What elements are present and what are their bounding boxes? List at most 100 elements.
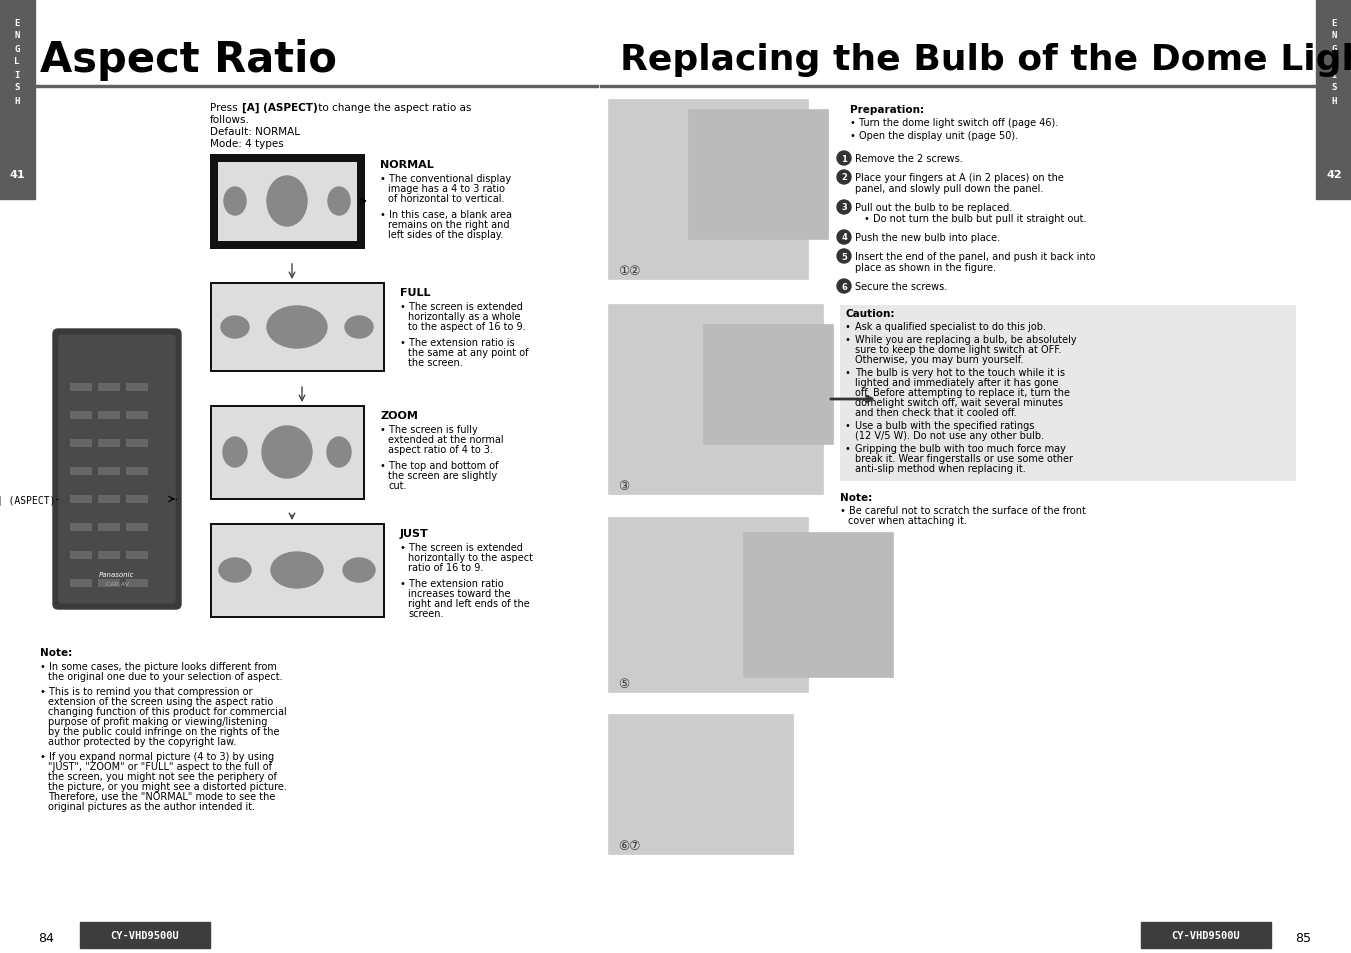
Text: Ask a qualified specialist to do this job.: Ask a qualified specialist to do this jo… — [855, 322, 1046, 332]
Text: ③: ③ — [617, 479, 630, 493]
Bar — [99, 552, 120, 559]
Text: the screen.: the screen. — [408, 357, 463, 368]
Text: by the public could infringe on the rights of the: by the public could infringe on the righ… — [49, 726, 280, 737]
Ellipse shape — [272, 553, 323, 588]
Text: 1: 1 — [842, 154, 847, 163]
Bar — [0, 0, 35, 200]
Bar — [212, 525, 382, 617]
Text: Use a bulb with the specified ratings: Use a bulb with the specified ratings — [855, 420, 1035, 431]
Text: to the aspect of 16 to 9.: to the aspect of 16 to 9. — [408, 322, 526, 332]
Bar — [688, 110, 828, 240]
Text: ①②: ①② — [617, 265, 640, 277]
Bar — [1142, 923, 1271, 948]
Text: Insert the end of the panel, and push it back into: Insert the end of the panel, and push it… — [855, 252, 1096, 262]
Text: 3: 3 — [842, 203, 847, 213]
Text: The bulb is very hot to the touch while it is: The bulb is very hot to the touch while … — [855, 368, 1065, 377]
Text: While you are replacing a bulb, be absolutely: While you are replacing a bulb, be absol… — [855, 335, 1077, 345]
Bar — [70, 412, 92, 419]
Bar — [209, 154, 365, 250]
Circle shape — [838, 231, 851, 245]
Text: Place your fingers at A (in 2 places) on the: Place your fingers at A (in 2 places) on… — [855, 172, 1063, 183]
Text: FULL: FULL — [400, 288, 431, 297]
Text: • The screen is extended: • The screen is extended — [400, 302, 523, 312]
Text: Panasonic: Panasonic — [99, 572, 135, 578]
Text: Preparation:: Preparation: — [850, 105, 924, 115]
Text: S: S — [15, 84, 20, 92]
Bar — [99, 439, 120, 448]
Text: cut.: cut. — [388, 480, 407, 491]
Text: Gripping the bulb with too much force may: Gripping the bulb with too much force ma… — [855, 443, 1066, 454]
Bar — [126, 552, 149, 559]
Bar — [80, 923, 209, 948]
Bar — [70, 496, 92, 503]
Text: • The conventional display: • The conventional display — [380, 173, 511, 184]
Ellipse shape — [224, 188, 246, 215]
Text: Note:: Note: — [840, 493, 873, 502]
Text: Default: NORMAL: Default: NORMAL — [209, 127, 300, 137]
Text: G: G — [15, 45, 20, 53]
Text: follows.: follows. — [209, 115, 250, 125]
Text: E: E — [1331, 18, 1336, 28]
Text: "JUST", "ZOOM" or "FULL" aspect to the full of: "JUST", "ZOOM" or "FULL" aspect to the f… — [49, 761, 272, 771]
Text: Secure the screws.: Secure the screws. — [855, 282, 947, 292]
Text: the same at any point of: the same at any point of — [408, 348, 528, 357]
Text: [A] (ASPECT): [A] (ASPECT) — [242, 103, 317, 113]
Text: [A] (ASPECT): [A] (ASPECT) — [0, 495, 55, 504]
Bar — [126, 579, 149, 587]
Bar — [209, 523, 385, 618]
Text: image has a 4 to 3 ratio: image has a 4 to 3 ratio — [388, 184, 505, 193]
Text: JUST: JUST — [400, 529, 428, 538]
Text: N: N — [15, 31, 20, 40]
Text: CAR AV: CAR AV — [105, 582, 128, 587]
Text: 84: 84 — [38, 931, 54, 944]
Text: purpose of profit making or viewing/listening: purpose of profit making or viewing/list… — [49, 717, 267, 726]
Bar — [703, 325, 834, 444]
Text: changing function of this product for commercial: changing function of this product for co… — [49, 706, 286, 717]
Text: Caution:: Caution: — [844, 309, 894, 318]
Ellipse shape — [267, 177, 307, 227]
Text: 41: 41 — [9, 170, 24, 180]
Ellipse shape — [222, 316, 249, 338]
Text: original pictures as the author intended it.: original pictures as the author intended… — [49, 801, 255, 811]
Bar — [126, 384, 149, 392]
Text: ZOOM: ZOOM — [380, 411, 417, 420]
Bar — [99, 384, 120, 392]
Bar — [212, 285, 382, 371]
Text: ⑤: ⑤ — [617, 678, 630, 690]
Bar — [608, 100, 808, 280]
FancyBboxPatch shape — [53, 330, 181, 609]
Text: NORMAL: NORMAL — [380, 160, 434, 170]
Text: of horizontal to vertical.: of horizontal to vertical. — [388, 193, 504, 204]
Text: • The extension ratio: • The extension ratio — [400, 578, 504, 588]
Bar — [70, 384, 92, 392]
Bar — [608, 714, 793, 854]
Text: left sides of the display.: left sides of the display. — [388, 230, 504, 240]
Text: lighted and immediately after it has gone: lighted and immediately after it has gon… — [855, 377, 1058, 388]
Ellipse shape — [223, 437, 247, 468]
Circle shape — [838, 152, 851, 166]
Text: • If you expand normal picture (4 to 3) by using: • If you expand normal picture (4 to 3) … — [41, 751, 274, 761]
Bar — [99, 412, 120, 419]
Circle shape — [838, 280, 851, 294]
Text: • The screen is extended: • The screen is extended — [400, 542, 523, 553]
Bar — [212, 408, 363, 498]
Text: increases toward the: increases toward the — [408, 588, 511, 598]
Bar — [35, 86, 598, 88]
Text: extension of the screen using the aspect ratio: extension of the screen using the aspect… — [49, 697, 273, 706]
Text: cover when attaching it.: cover when attaching it. — [848, 516, 967, 525]
Text: the original one due to your selection of aspect.: the original one due to your selection o… — [49, 671, 282, 681]
Text: • Open the display unit (page 50).: • Open the display unit (page 50). — [850, 131, 1019, 141]
Text: ratio of 16 to 9.: ratio of 16 to 9. — [408, 562, 484, 573]
Text: • The top and bottom of: • The top and bottom of — [380, 460, 499, 471]
Text: • Do not turn the bulb but pull it straight out.: • Do not turn the bulb but pull it strai… — [865, 213, 1086, 224]
Bar — [126, 496, 149, 503]
Text: • Turn the dome light switch off (page 46).: • Turn the dome light switch off (page 4… — [850, 118, 1058, 128]
Text: Press: Press — [209, 103, 240, 112]
Text: G: G — [1331, 45, 1336, 53]
Text: • The extension ratio is: • The extension ratio is — [400, 337, 515, 348]
Bar — [1316, 0, 1351, 200]
Text: N: N — [1331, 31, 1336, 40]
Text: the screen are slightly: the screen are slightly — [388, 471, 497, 480]
Ellipse shape — [219, 558, 251, 582]
Text: 6: 6 — [842, 282, 847, 292]
